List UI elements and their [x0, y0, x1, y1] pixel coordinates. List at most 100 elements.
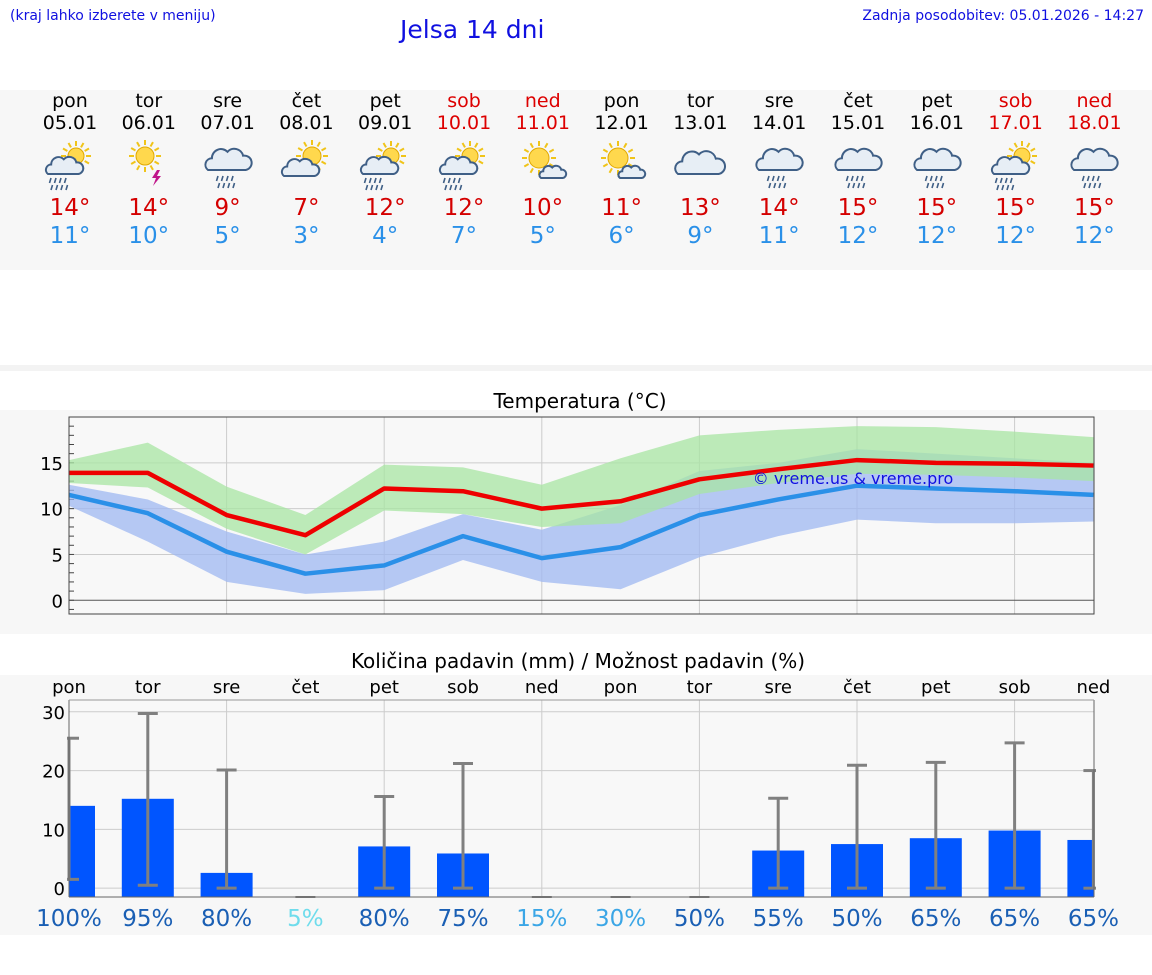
rain-drop: [1005, 184, 1009, 191]
forecast-day: ned 18.01 15° 12°: [1054, 90, 1134, 250]
sun-cloud-rain-icon: [990, 141, 1037, 191]
sun-ray: [80, 142, 85, 148]
chart-title: Temperatura (°C): [492, 389, 666, 413]
rain-drop: [1097, 175, 1101, 182]
rain-drop: [459, 184, 463, 191]
day-date: 08.01: [279, 112, 334, 134]
sun-disc: [135, 146, 155, 166]
temp-min: 4°: [372, 223, 399, 249]
rain-drop: [231, 182, 235, 189]
rain-drop: [50, 184, 54, 191]
sun-cloud-rain-icon: [360, 141, 407, 191]
plot-border: [68, 416, 1095, 615]
rain-drop: [220, 175, 224, 182]
rain-drop: [58, 177, 62, 184]
cloud-rain-icon: [834, 147, 883, 189]
temp-max: 15°: [1074, 195, 1115, 221]
forecast-day: tor 13.01 13° 9°: [660, 90, 740, 250]
rain-drop: [48, 177, 52, 184]
forecast-strip: [0, 90, 1152, 270]
rain-drop: [1093, 182, 1097, 189]
sun-cloud-rain-icon: [438, 141, 485, 191]
sun-ray: [523, 148, 529, 153]
temp-max: 13°: [680, 195, 721, 221]
rain-drop: [995, 184, 999, 191]
rain-drop: [776, 175, 780, 182]
category-label: sob: [447, 677, 479, 698]
day-date: 06.01: [121, 112, 176, 134]
rain-drop: [766, 175, 770, 182]
category-label: sre: [213, 677, 240, 698]
sun-ray: [1008, 147, 1014, 152]
temp-min: 7°: [450, 223, 478, 249]
day-date: 11.01: [515, 112, 570, 134]
forecast-day: sre 07.01 9° 5°: [188, 90, 268, 250]
sun-ray: [321, 147, 327, 152]
cloud-rain-icon: [204, 147, 253, 189]
rain-drop: [771, 175, 775, 182]
day-name: čet: [291, 90, 322, 112]
sun-ray: [67, 142, 72, 148]
y-tick-label: 10: [42, 820, 65, 841]
page-title: Jelsa 14 dni: [400, 15, 545, 44]
day-name: sob: [998, 90, 1033, 112]
forecast-day: pon 12.01 11° 6°: [582, 90, 662, 250]
sun-small-cloud-icon: [600, 141, 646, 179]
rain-drop: [444, 184, 448, 191]
cloud-shape: [44, 155, 85, 175]
rain-drop: [994, 177, 998, 184]
category-label: pet: [369, 677, 399, 698]
sun-small-cloud-icon: [600, 141, 646, 179]
y-tick-label: 10: [40, 500, 63, 521]
probability-label: 65%: [989, 906, 1040, 932]
day-date: 17.01: [988, 112, 1043, 134]
cloud-shape: [538, 164, 567, 179]
rain-drop: [221, 182, 225, 189]
last-updated: Zadnja posodobitev: 05.01.2026 - 14:27: [862, 8, 1144, 24]
category-label: pon: [52, 677, 86, 698]
category-label: pon: [604, 677, 638, 698]
lightning-bolt: [151, 170, 161, 186]
cloud-rain-icon: [834, 147, 883, 189]
temp-min: 10°: [128, 223, 170, 249]
cloud-shape: [913, 147, 962, 171]
category-label: čet: [843, 677, 871, 698]
rain-drop: [926, 182, 930, 189]
cloud-rain-icon: [913, 147, 962, 189]
rain-drop: [931, 182, 935, 189]
rain-drop: [370, 184, 374, 191]
sun-ray: [1029, 160, 1036, 165]
sun-disc: [528, 147, 550, 169]
rain-drop: [1083, 182, 1087, 189]
temp-max: 15°: [995, 195, 1036, 221]
temp-max: 14°: [758, 195, 800, 221]
sun-ray: [529, 142, 534, 149]
location-hint[interactable]: (kraj lahko izberete v meniju): [10, 8, 216, 24]
y-tick-label: 20: [42, 762, 65, 783]
cloud-shape: [674, 150, 727, 175]
rain-drop: [773, 182, 777, 189]
day-date: 14.01: [751, 112, 807, 134]
sun-cloud-icon: [281, 140, 329, 177]
temp-min: 12°: [1074, 223, 1115, 249]
cloud-shape: [360, 155, 400, 175]
sun-ray: [303, 141, 308, 147]
y-tick-label: 5: [52, 545, 63, 566]
temp-min: 5°: [214, 223, 241, 249]
rain-drop: [368, 177, 372, 184]
sun-ray: [608, 142, 613, 149]
day-date: 13.01: [673, 112, 728, 134]
sun-small-cloud-icon: [521, 141, 567, 179]
rain-drop: [924, 175, 928, 182]
category-label: tor: [687, 677, 713, 698]
temp-min: 11°: [758, 223, 800, 249]
temp-max: 14°: [128, 195, 170, 221]
cloud-rain-icon: [755, 147, 804, 189]
day-name: sre: [213, 90, 243, 112]
sun-ray: [321, 160, 327, 165]
rain-drop: [845, 175, 849, 182]
forecast-day: čet 15.01 15° 12°: [818, 90, 898, 250]
cloud-shape: [438, 155, 479, 175]
day-date: 12.01: [594, 112, 649, 134]
sun-cloud-rain-icon: [44, 141, 91, 191]
